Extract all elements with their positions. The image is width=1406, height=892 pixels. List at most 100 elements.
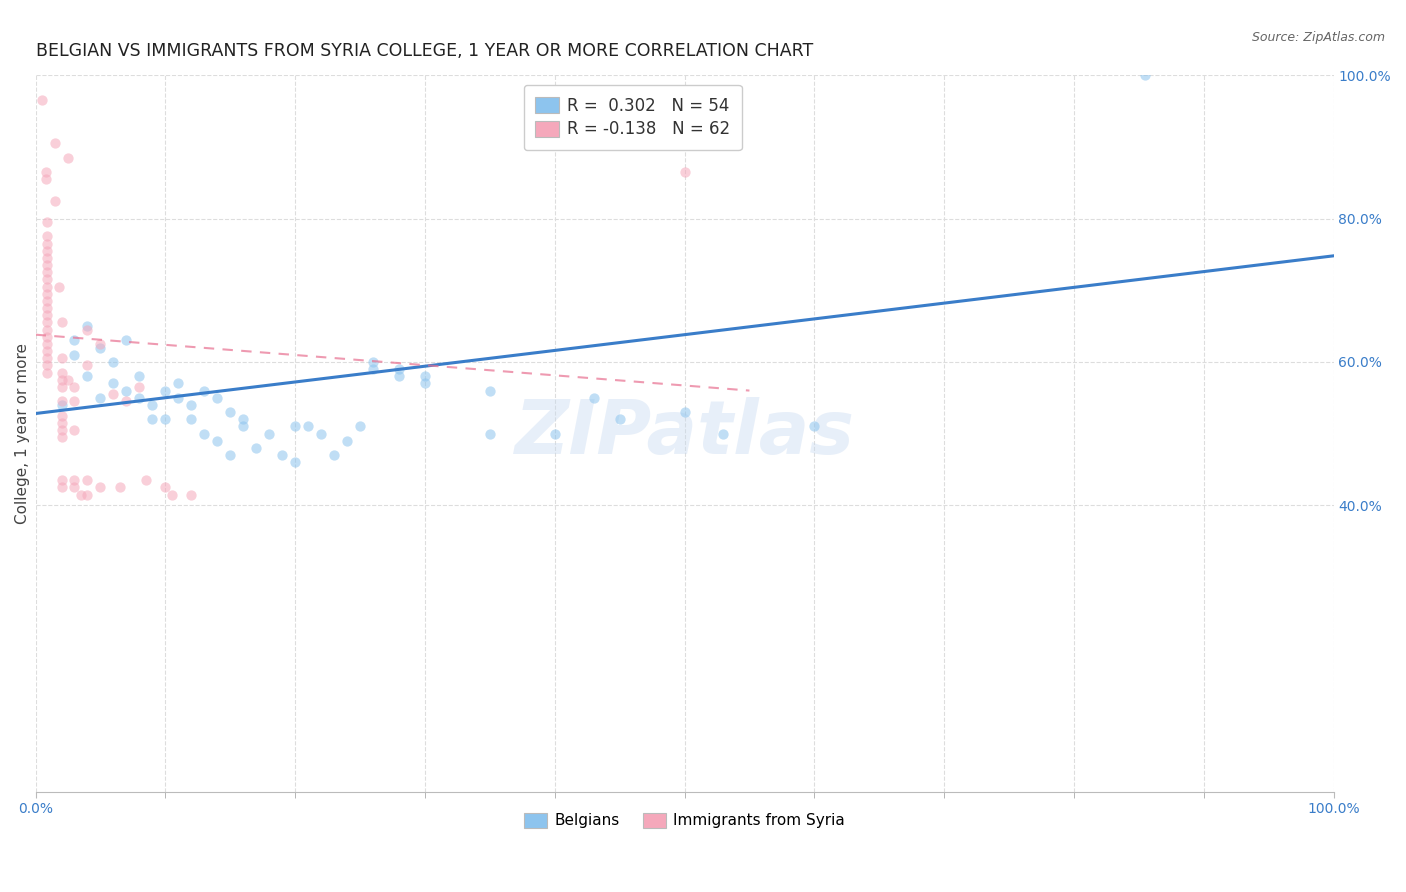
Point [349, 419, 371, 434]
Point [76, 323, 98, 337]
Point [108, 480, 131, 494]
Point [51, 423, 73, 437]
Point [31, 93, 53, 107]
Point [219, 405, 242, 419]
Point [37, 366, 59, 380]
Point [35, 165, 58, 179]
Point [51, 409, 73, 423]
Point [37, 337, 59, 351]
Point [155, 384, 177, 398]
Point [167, 391, 190, 405]
Point [478, 384, 501, 398]
Point [37, 258, 59, 272]
Point [37, 301, 59, 315]
Point [115, 394, 138, 409]
Point [44, 136, 66, 151]
Point [37, 308, 59, 322]
Point [180, 487, 202, 501]
Point [271, 448, 294, 462]
Point [37, 251, 59, 265]
Point [37, 330, 59, 344]
Point [673, 165, 696, 179]
Point [103, 387, 125, 401]
Point [76, 369, 98, 384]
Point [232, 412, 254, 426]
Point [37, 323, 59, 337]
Point [388, 362, 411, 376]
Point [37, 286, 59, 301]
Point [309, 426, 332, 441]
Point [37, 272, 59, 286]
Point [361, 362, 384, 376]
Point [413, 376, 436, 391]
Point [51, 351, 73, 366]
Point [128, 369, 150, 384]
Point [582, 391, 605, 405]
Point [89, 337, 111, 351]
Point [155, 412, 177, 426]
Point [56, 151, 79, 165]
Point [115, 334, 138, 348]
Point [63, 334, 86, 348]
Point [257, 426, 280, 441]
Text: ZIPatlas: ZIPatlas [515, 397, 855, 470]
Point [803, 419, 825, 434]
Point [37, 359, 59, 373]
Point [388, 369, 411, 384]
Point [51, 316, 73, 330]
Point [128, 391, 150, 405]
Point [37, 293, 59, 308]
Point [37, 344, 59, 359]
Point [193, 384, 215, 398]
Point [103, 376, 125, 391]
Point [44, 194, 66, 208]
Point [70, 487, 93, 501]
Point [544, 426, 567, 441]
Point [37, 229, 59, 244]
Point [37, 351, 59, 366]
Y-axis label: College, 1 year or more: College, 1 year or more [15, 343, 30, 524]
Point [193, 426, 215, 441]
Point [48, 279, 70, 293]
Point [219, 448, 242, 462]
Point [63, 473, 86, 487]
Point [141, 412, 163, 426]
Point [51, 416, 73, 430]
Point [63, 423, 86, 437]
Point [207, 391, 229, 405]
Point [89, 480, 111, 494]
Point [1135, 68, 1157, 82]
Point [135, 473, 157, 487]
Point [51, 473, 73, 487]
Point [713, 426, 735, 441]
Point [89, 391, 111, 405]
Point [37, 215, 59, 229]
Point [245, 441, 267, 455]
Point [336, 434, 359, 448]
Point [51, 380, 73, 394]
Point [76, 319, 98, 334]
Point [180, 412, 202, 426]
Point [478, 426, 501, 441]
Point [51, 480, 73, 494]
Point [673, 405, 696, 419]
Point [76, 487, 98, 501]
Point [155, 480, 177, 494]
Point [167, 376, 190, 391]
Point [141, 398, 163, 412]
Point [103, 355, 125, 369]
Text: BELGIAN VS IMMIGRANTS FROM SYRIA COLLEGE, 1 YEAR OR MORE CORRELATION CHART: BELGIAN VS IMMIGRANTS FROM SYRIA COLLEGE… [35, 42, 813, 60]
Legend: Belgians, Immigrants from Syria: Belgians, Immigrants from Syria [517, 806, 851, 835]
Point [323, 448, 346, 462]
Point [232, 419, 254, 434]
Point [128, 380, 150, 394]
Point [76, 359, 98, 373]
Point [609, 412, 631, 426]
Point [284, 455, 307, 469]
Point [56, 373, 79, 387]
Point [51, 373, 73, 387]
Point [89, 341, 111, 355]
Point [207, 434, 229, 448]
Point [115, 384, 138, 398]
Point [63, 380, 86, 394]
